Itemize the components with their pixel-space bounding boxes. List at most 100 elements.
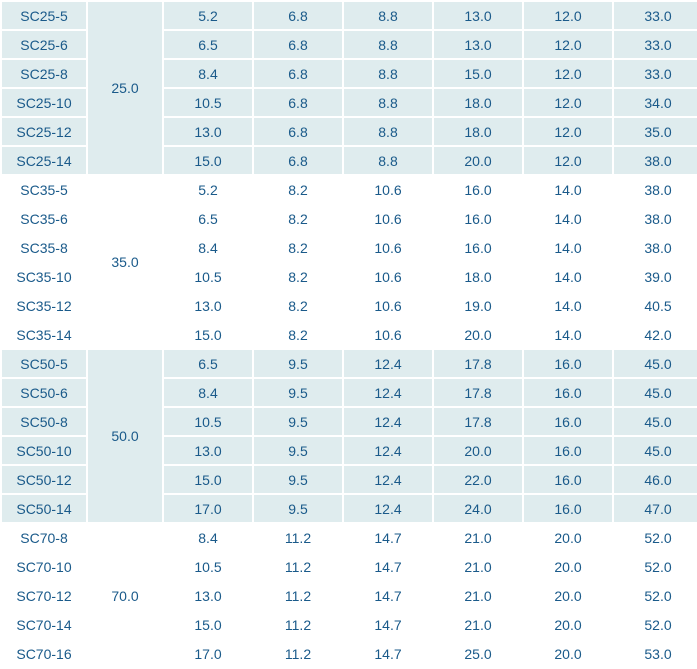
value-cell: 17.8 (434, 408, 522, 435)
value-cell: 10.6 (344, 292, 432, 319)
value-cell: 16.0 (524, 379, 612, 406)
value-cell: 25.0 (434, 640, 522, 667)
value-cell: 14.7 (344, 553, 432, 580)
model-cell: SC50-5 (2, 350, 86, 377)
model-cell: SC25-14 (2, 147, 86, 174)
value-cell: 19.0 (434, 292, 522, 319)
value-cell: 45.0 (614, 350, 697, 377)
value-cell: 6.8 (254, 147, 342, 174)
value-cell: 33.0 (614, 31, 697, 58)
value-cell: 14.7 (344, 524, 432, 551)
value-cell: 10.5 (164, 408, 252, 435)
value-cell: 9.5 (254, 495, 342, 522)
value-cell: 24.0 (434, 495, 522, 522)
value-cell: 13.0 (434, 31, 522, 58)
value-cell: 8.2 (254, 176, 342, 203)
group-size-cell: 25.0 (88, 2, 162, 174)
model-cell: SC35-6 (2, 205, 86, 232)
value-cell: 33.0 (614, 60, 697, 87)
value-cell: 8.4 (164, 379, 252, 406)
value-cell: 39.0 (614, 263, 697, 290)
value-cell: 12.4 (344, 437, 432, 464)
table-row: SC70-870.08.411.214.721.020.052.0 (2, 524, 697, 551)
value-cell: 42.0 (614, 321, 697, 348)
value-cell: 8.8 (344, 147, 432, 174)
spec-table: SC25-525.05.26.88.813.012.033.0SC25-66.5… (0, 0, 697, 669)
value-cell: 46.0 (614, 466, 697, 493)
model-cell: SC50-8 (2, 408, 86, 435)
value-cell: 17.8 (434, 379, 522, 406)
group-size-cell: 35.0 (88, 176, 162, 348)
value-cell: 6.5 (164, 350, 252, 377)
value-cell: 10.6 (344, 176, 432, 203)
group-size-cell: 70.0 (88, 524, 162, 667)
value-cell: 13.0 (434, 2, 522, 29)
value-cell: 52.0 (614, 611, 697, 638)
value-cell: 12.0 (524, 118, 612, 145)
value-cell: 20.0 (524, 553, 612, 580)
value-cell: 8.8 (344, 118, 432, 145)
value-cell: 21.0 (434, 553, 522, 580)
value-cell: 16.0 (434, 205, 522, 232)
value-cell: 10.6 (344, 205, 432, 232)
value-cell: 6.8 (254, 60, 342, 87)
value-cell: 52.0 (614, 582, 697, 609)
value-cell: 8.2 (254, 292, 342, 319)
table-row: SC25-525.05.26.88.813.012.033.0 (2, 2, 697, 29)
value-cell: 14.0 (524, 263, 612, 290)
value-cell: 9.5 (254, 466, 342, 493)
value-cell: 40.5 (614, 292, 697, 319)
value-cell: 20.0 (524, 582, 612, 609)
model-cell: SC35-14 (2, 321, 86, 348)
value-cell: 34.0 (614, 89, 697, 116)
value-cell: 45.0 (614, 437, 697, 464)
value-cell: 13.0 (164, 118, 252, 145)
value-cell: 8.8 (344, 89, 432, 116)
value-cell: 47.0 (614, 495, 697, 522)
value-cell: 6.5 (164, 31, 252, 58)
value-cell: 12.0 (524, 60, 612, 87)
value-cell: 12.4 (344, 379, 432, 406)
value-cell: 38.0 (614, 205, 697, 232)
model-cell: SC50-12 (2, 466, 86, 493)
value-cell: 9.5 (254, 350, 342, 377)
value-cell: 12.0 (524, 2, 612, 29)
value-cell: 45.0 (614, 379, 697, 406)
value-cell: 10.6 (344, 321, 432, 348)
value-cell: 8.4 (164, 524, 252, 551)
value-cell: 5.2 (164, 176, 252, 203)
model-cell: SC70-16 (2, 640, 86, 667)
value-cell: 12.0 (524, 89, 612, 116)
value-cell: 52.0 (614, 524, 697, 551)
value-cell: 9.5 (254, 437, 342, 464)
value-cell: 16.0 (524, 408, 612, 435)
value-cell: 21.0 (434, 582, 522, 609)
value-cell: 10.5 (164, 553, 252, 580)
value-cell: 11.2 (254, 611, 342, 638)
value-cell: 8.8 (344, 2, 432, 29)
value-cell: 17.8 (434, 350, 522, 377)
value-cell: 11.2 (254, 640, 342, 667)
value-cell: 18.0 (434, 118, 522, 145)
value-cell: 20.0 (524, 640, 612, 667)
value-cell: 6.8 (254, 31, 342, 58)
value-cell: 8.2 (254, 263, 342, 290)
value-cell: 6.8 (254, 118, 342, 145)
model-cell: SC25-10 (2, 89, 86, 116)
value-cell: 15.0 (164, 147, 252, 174)
model-cell: SC50-6 (2, 379, 86, 406)
value-cell: 15.0 (164, 466, 252, 493)
model-cell: SC25-8 (2, 60, 86, 87)
value-cell: 21.0 (434, 611, 522, 638)
value-cell: 8.2 (254, 234, 342, 261)
model-cell: SC25-5 (2, 2, 86, 29)
value-cell: 16.0 (434, 176, 522, 203)
value-cell: 52.0 (614, 553, 697, 580)
value-cell: 16.0 (434, 234, 522, 261)
value-cell: 10.6 (344, 263, 432, 290)
value-cell: 8.4 (164, 60, 252, 87)
value-cell: 14.0 (524, 321, 612, 348)
value-cell: 38.0 (614, 234, 697, 261)
model-cell: SC25-12 (2, 118, 86, 145)
value-cell: 15.0 (164, 611, 252, 638)
